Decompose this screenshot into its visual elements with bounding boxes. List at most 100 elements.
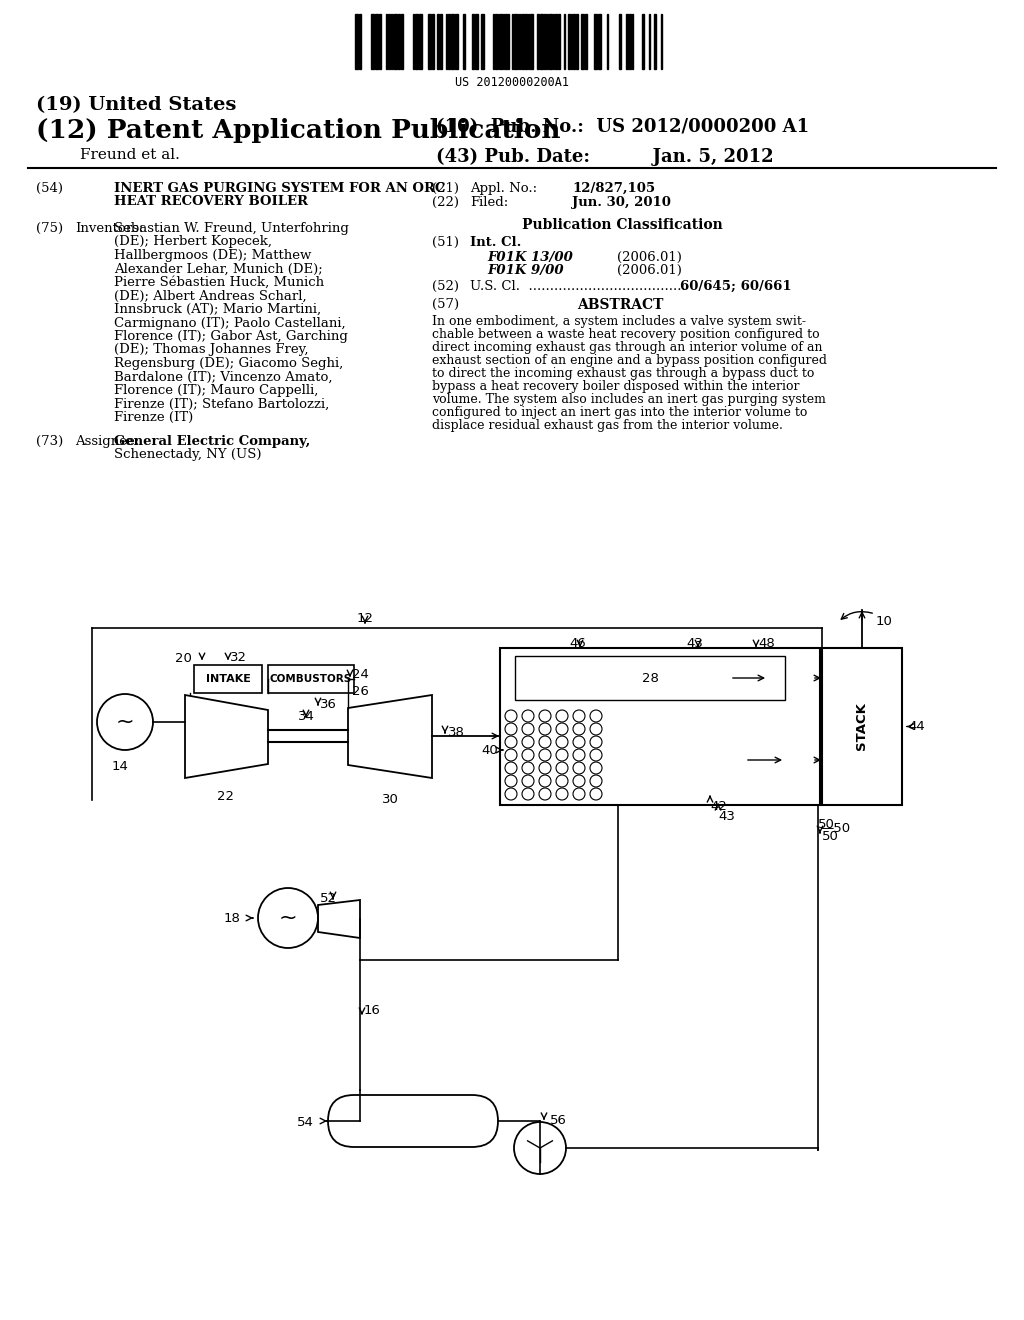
Text: Hallbergmoos (DE); Matthew: Hallbergmoos (DE); Matthew: [114, 249, 311, 261]
Text: INTAKE: INTAKE: [206, 675, 251, 684]
Text: Carmignano (IT); Paolo Castellani,: Carmignano (IT); Paolo Castellani,: [114, 317, 346, 330]
Text: (10)  Pub. No.:  US 2012/0000200 A1: (10) Pub. No.: US 2012/0000200 A1: [436, 117, 809, 136]
Text: (DE); Thomas Johannes Frey,: (DE); Thomas Johannes Frey,: [114, 343, 308, 356]
Text: exhaust section of an engine and a bypass position configured: exhaust section of an engine and a bypas…: [432, 354, 827, 367]
Text: (2006.01): (2006.01): [617, 264, 682, 277]
Text: 34: 34: [298, 710, 314, 723]
Bar: [481, 15, 484, 69]
Bar: [522, 15, 524, 69]
Bar: [359, 15, 361, 69]
Text: (52): (52): [432, 280, 459, 293]
Text: displace residual exhaust gas from the interior volume.: displace residual exhaust gas from the i…: [432, 418, 783, 432]
Text: 14: 14: [112, 760, 128, 774]
Text: US 20120000200A1: US 20120000200A1: [455, 77, 569, 88]
Text: General Electric Company,: General Electric Company,: [114, 434, 310, 447]
Bar: [594, 15, 597, 69]
Text: 50: 50: [818, 818, 835, 832]
Bar: [540, 15, 543, 69]
Text: (43) Pub. Date:          Jan. 5, 2012: (43) Pub. Date: Jan. 5, 2012: [436, 148, 773, 166]
Text: 24: 24: [352, 668, 369, 681]
Bar: [398, 15, 400, 69]
Bar: [575, 15, 578, 69]
Text: 22: 22: [217, 789, 234, 803]
Text: 30: 30: [382, 793, 398, 807]
Bar: [415, 15, 418, 69]
Text: Filed:: Filed:: [470, 195, 508, 209]
Text: 48: 48: [758, 638, 775, 649]
Text: (21): (21): [432, 182, 459, 195]
Text: F01K 9/00: F01K 9/00: [487, 264, 563, 277]
Bar: [375, 15, 378, 69]
Bar: [419, 15, 422, 69]
Bar: [642, 15, 644, 69]
Text: ABSTRACT: ABSTRACT: [577, 298, 664, 312]
Bar: [629, 15, 631, 69]
Text: Sebastian W. Freund, Unterfohring: Sebastian W. Freund, Unterfohring: [114, 222, 349, 235]
Text: 44: 44: [908, 719, 925, 733]
Text: Schenectady, NY (US): Schenectady, NY (US): [114, 447, 261, 461]
Bar: [194, 665, 262, 693]
Text: 32: 32: [230, 651, 247, 664]
Text: Firenze (IT): Firenze (IT): [114, 411, 194, 424]
Bar: [268, 665, 354, 693]
Text: Florence (IT); Mauro Cappelli,: Florence (IT); Mauro Cappelli,: [114, 384, 318, 397]
Text: In one embodiment, a system includes a valve system swit-: In one embodiment, a system includes a v…: [432, 315, 806, 327]
Text: (2006.01): (2006.01): [617, 251, 682, 264]
Bar: [449, 15, 450, 69]
Bar: [549, 15, 552, 69]
Bar: [568, 15, 570, 69]
Bar: [394, 15, 397, 69]
Text: 16: 16: [364, 1003, 381, 1016]
Text: 10: 10: [876, 615, 893, 628]
Text: Florence (IT); Gabor Ast, Garching: Florence (IT); Gabor Ast, Garching: [114, 330, 348, 343]
Text: STACK: STACK: [855, 702, 868, 751]
Bar: [451, 15, 454, 69]
Text: volume. The system also includes an inert gas purging system: volume. The system also includes an iner…: [432, 393, 826, 407]
Text: (75): (75): [36, 222, 63, 235]
Text: 43: 43: [686, 638, 703, 649]
Text: 60/645; 60/661: 60/645; 60/661: [680, 280, 792, 293]
Bar: [455, 15, 458, 69]
Text: (DE); Albert Andreas Scharl,: (DE); Albert Andreas Scharl,: [114, 289, 306, 302]
Text: 54: 54: [297, 1117, 314, 1130]
Text: 38: 38: [449, 726, 465, 739]
Text: (73): (73): [36, 434, 63, 447]
Bar: [573, 15, 575, 69]
Text: 36: 36: [319, 698, 337, 711]
Text: Inventors:: Inventors:: [75, 222, 143, 235]
Bar: [379, 15, 381, 69]
Bar: [500, 15, 502, 69]
Text: Appl. No.:: Appl. No.:: [470, 182, 538, 195]
Text: 20: 20: [175, 652, 193, 665]
Bar: [371, 15, 374, 69]
Text: F01K 13/00: F01K 13/00: [487, 251, 572, 264]
Text: —50: —50: [820, 822, 850, 836]
Text: (22): (22): [432, 195, 459, 209]
Text: Publication Classification: Publication Classification: [522, 218, 723, 232]
Text: Assignee:: Assignee:: [75, 434, 139, 447]
Text: 26: 26: [352, 685, 369, 698]
Bar: [432, 15, 434, 69]
Text: ~: ~: [279, 908, 297, 928]
Text: Innsbruck (AT); Mario Martini,: Innsbruck (AT); Mario Martini,: [114, 304, 322, 315]
Bar: [626, 15, 628, 69]
Bar: [598, 15, 601, 69]
Bar: [585, 15, 587, 69]
Bar: [500, 648, 820, 805]
Text: 43: 43: [718, 810, 735, 822]
Text: 12: 12: [356, 612, 374, 624]
Text: COMBUSTORS: COMBUSTORS: [270, 675, 352, 684]
Text: Int. Cl.: Int. Cl.: [470, 236, 521, 249]
Bar: [437, 15, 439, 69]
Text: ~: ~: [116, 711, 134, 733]
Text: 40: 40: [481, 743, 498, 756]
Text: (12) Patent Application Publication: (12) Patent Application Publication: [36, 117, 560, 143]
Text: U.S. Cl.  .....................................: U.S. Cl. ...............................…: [470, 280, 686, 293]
Bar: [472, 15, 474, 69]
Bar: [495, 15, 497, 69]
Bar: [581, 15, 584, 69]
Bar: [355, 15, 358, 69]
Text: INERT GAS PURGING SYSTEM FOR AN ORC: INERT GAS PURGING SYSTEM FOR AN ORC: [114, 182, 445, 195]
Text: (DE); Herbert Kopecek,: (DE); Herbert Kopecek,: [114, 235, 272, 248]
Bar: [618, 15, 621, 69]
